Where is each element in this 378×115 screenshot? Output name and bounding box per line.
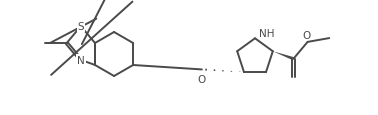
Text: NH: NH	[259, 29, 274, 39]
Text: S: S	[77, 22, 84, 32]
Polygon shape	[273, 52, 294, 61]
Text: O: O	[302, 31, 311, 40]
Text: N: N	[77, 55, 85, 65]
Text: O: O	[198, 75, 206, 85]
